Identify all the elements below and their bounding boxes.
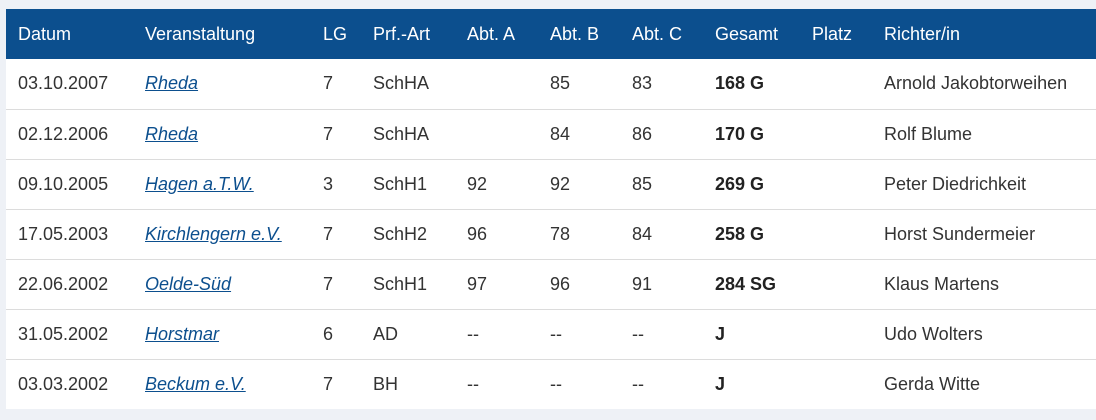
table-row: 02.12.2006 Rheda 7 SchHA 84 86 170 G Rol… — [6, 109, 1096, 159]
cell-datum: 02.12.2006 — [18, 123, 109, 144]
cell-platz — [800, 309, 872, 359]
cell-gesamt: 168 G — [715, 73, 765, 94]
column-header-datum: Datum — [18, 23, 72, 44]
cell-gesamt: 170 G — [715, 123, 765, 144]
event-link[interactable]: Oelde-Süd — [145, 273, 232, 294]
cell-platz — [800, 359, 872, 409]
cell-pruefungsart: SchHA — [373, 73, 430, 94]
cell-lg: 7 — [323, 223, 334, 244]
cell-abt-b: 96 — [550, 273, 571, 294]
cell-richter: Arnold Jakobtorweihen — [884, 73, 1068, 94]
cell-abt-c: 91 — [632, 273, 653, 294]
cell-abt-b: -- — [550, 323, 562, 344]
cell-platz — [800, 109, 872, 159]
cell-datum: 31.05.2002 — [18, 323, 109, 344]
cell-richter: Gerda Witte — [884, 373, 981, 394]
cell-richter: Klaus Martens — [884, 273, 1000, 294]
cell-lg: 7 — [323, 123, 334, 144]
cell-lg: 7 — [323, 273, 334, 294]
cell-richter: Horst Sundermeier — [884, 223, 1036, 244]
cell-abt-c: 85 — [632, 173, 653, 194]
cell-pruefungsart: SchHA — [373, 123, 430, 144]
results-table: Datum Veranstaltung LG Prf.-Art Abt. A A… — [6, 9, 1096, 409]
cell-abt-a: -- — [467, 323, 479, 344]
cell-abt-b: 85 — [550, 73, 571, 94]
cell-gesamt: J — [715, 373, 726, 394]
table-row: 17.05.2003 Kirchlengern e.V. 7 SchH2 96 … — [6, 209, 1096, 259]
cell-abt-a: 96 — [467, 223, 488, 244]
cell-platz — [800, 259, 872, 309]
cell-abt-b: 92 — [550, 173, 571, 194]
cell-pruefungsart: SchH2 — [373, 223, 428, 244]
cell-abt-a: -- — [467, 373, 479, 394]
cell-pruefungsart: SchH1 — [373, 173, 428, 194]
event-link[interactable]: Beckum e.V. — [145, 373, 246, 394]
column-header-lg: LG — [323, 23, 348, 44]
cell-platz — [800, 159, 872, 209]
table-header-row: Datum Veranstaltung LG Prf.-Art Abt. A A… — [6, 9, 1096, 59]
cell-lg: 7 — [323, 73, 334, 94]
cell-abt-a — [455, 59, 538, 109]
cell-pruefungsart: BH — [373, 373, 399, 394]
cell-abt-c: 83 — [632, 73, 653, 94]
table-row: 03.03.2002 Beckum e.V. 7 BH -- -- -- J G… — [6, 359, 1096, 409]
column-header-richter: Richter/in — [884, 23, 961, 44]
cell-abt-a: 97 — [467, 273, 488, 294]
event-link[interactable]: Horstmar — [145, 323, 220, 344]
table-row: 03.10.2007 Rheda 7 SchHA 85 83 168 G Arn… — [6, 59, 1096, 109]
event-link[interactable]: Rheda — [145, 73, 199, 94]
cell-gesamt: 284 SG — [715, 273, 777, 294]
cell-datum: 22.06.2002 — [18, 273, 109, 294]
cell-abt-c: 84 — [632, 223, 653, 244]
cell-pruefungsart: SchH1 — [373, 273, 428, 294]
column-header-platz: Platz — [812, 23, 853, 44]
cell-lg: 6 — [323, 323, 334, 344]
cell-platz — [800, 209, 872, 259]
cell-abt-a: 92 — [467, 173, 488, 194]
cell-datum: 17.05.2003 — [18, 223, 109, 244]
cell-richter: Peter Diedrichkeit — [884, 173, 1027, 194]
cell-richter: Udo Wolters — [884, 323, 983, 344]
cell-pruefungsart: AD — [373, 323, 399, 344]
cell-abt-a — [455, 109, 538, 159]
column-header-abt-b: Abt. B — [550, 23, 600, 44]
table-row: 22.06.2002 Oelde-Süd 7 SchH1 97 96 91 28… — [6, 259, 1096, 309]
column-header-veranstaltung: Veranstaltung — [145, 23, 256, 44]
results-table-container: Datum Veranstaltung LG Prf.-Art Abt. A A… — [6, 9, 1096, 409]
column-header-abt-c: Abt. C — [632, 23, 683, 44]
cell-abt-b: -- — [550, 373, 562, 394]
event-link[interactable]: Rheda — [145, 123, 199, 144]
cell-gesamt: 269 G — [715, 173, 765, 194]
cell-datum: 03.03.2002 — [18, 373, 109, 394]
column-header-pruefungsart: Prf.-Art — [373, 23, 430, 44]
cell-abt-b: 78 — [550, 223, 571, 244]
cell-richter: Rolf Blume — [884, 123, 973, 144]
cell-gesamt: J — [715, 323, 726, 344]
column-header-gesamt: Gesamt — [715, 23, 779, 44]
cell-abt-c: -- — [632, 323, 644, 344]
cell-abt-c: 86 — [632, 123, 653, 144]
cell-lg: 3 — [323, 173, 334, 194]
column-header-abt-a: Abt. A — [467, 23, 516, 44]
cell-datum: 09.10.2005 — [18, 173, 109, 194]
event-link[interactable]: Kirchlengern e.V. — [145, 223, 282, 244]
cell-abt-c: -- — [632, 373, 644, 394]
table-row: 31.05.2002 Horstmar 6 AD -- -- -- J Udo … — [6, 309, 1096, 359]
cell-platz — [800, 59, 872, 109]
cell-abt-b: 84 — [550, 123, 571, 144]
event-link[interactable]: Hagen a.T.W. — [145, 173, 254, 194]
cell-datum: 03.10.2007 — [18, 73, 109, 94]
cell-lg: 7 — [323, 373, 334, 394]
table-row: 09.10.2005 Hagen a.T.W. 3 SchH1 92 92 85… — [6, 159, 1096, 209]
cell-gesamt: 258 G — [715, 223, 765, 244]
